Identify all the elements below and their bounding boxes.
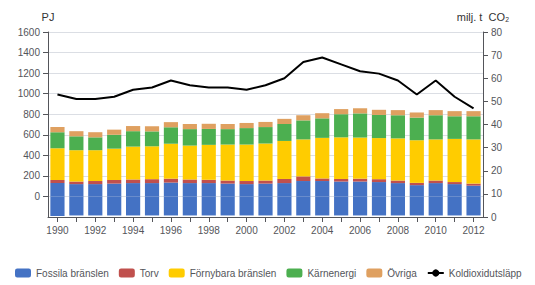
svg-text:2002: 2002: [273, 225, 296, 236]
svg-text:400: 400: [23, 150, 40, 161]
svg-text:60: 60: [491, 73, 503, 84]
svg-text:1996: 1996: [160, 225, 183, 236]
svg-text:Övriga: Övriga: [387, 268, 417, 279]
svg-text:Koldioxidutsläpp: Koldioxidutsläpp: [449, 268, 522, 279]
svg-text:2006: 2006: [349, 225, 372, 236]
svg-text:1994: 1994: [122, 225, 145, 236]
svg-text:0: 0: [491, 212, 497, 223]
svg-text:200: 200: [23, 170, 40, 181]
svg-text:milj. t CO₂: milj. t CO₂: [457, 11, 510, 23]
svg-text:80: 80: [491, 27, 503, 38]
svg-text:1200: 1200: [18, 68, 41, 79]
svg-text:800: 800: [23, 109, 40, 120]
svg-text:0: 0: [34, 191, 40, 202]
svg-text:1998: 1998: [198, 225, 221, 236]
svg-text:1400: 1400: [18, 47, 41, 58]
svg-text:50: 50: [491, 96, 503, 107]
svg-text:PJ: PJ: [42, 11, 55, 23]
svg-text:1990: 1990: [46, 225, 69, 236]
svg-text:Förnybara bränslen: Förnybara bränslen: [190, 268, 277, 279]
svg-text:Torv: Torv: [140, 268, 159, 279]
svg-text:Kärnenergi: Kärnenergi: [307, 268, 356, 279]
svg-text:40: 40: [491, 119, 503, 130]
svg-text:1000: 1000: [18, 88, 41, 99]
svg-text:600: 600: [23, 129, 40, 140]
svg-text:2010: 2010: [425, 225, 448, 236]
svg-text:1600: 1600: [18, 27, 41, 38]
svg-text:Fossila bränslen: Fossila bränslen: [36, 268, 109, 279]
svg-text:2012: 2012: [462, 225, 485, 236]
svg-text:2008: 2008: [387, 225, 410, 236]
svg-text:10: 10: [491, 188, 503, 199]
svg-text:2000: 2000: [235, 225, 258, 236]
svg-text:20: 20: [491, 165, 503, 176]
svg-text:2004: 2004: [311, 225, 334, 236]
svg-text:30: 30: [491, 142, 503, 153]
svg-text:70: 70: [491, 50, 503, 61]
svg-text:1992: 1992: [84, 225, 107, 236]
